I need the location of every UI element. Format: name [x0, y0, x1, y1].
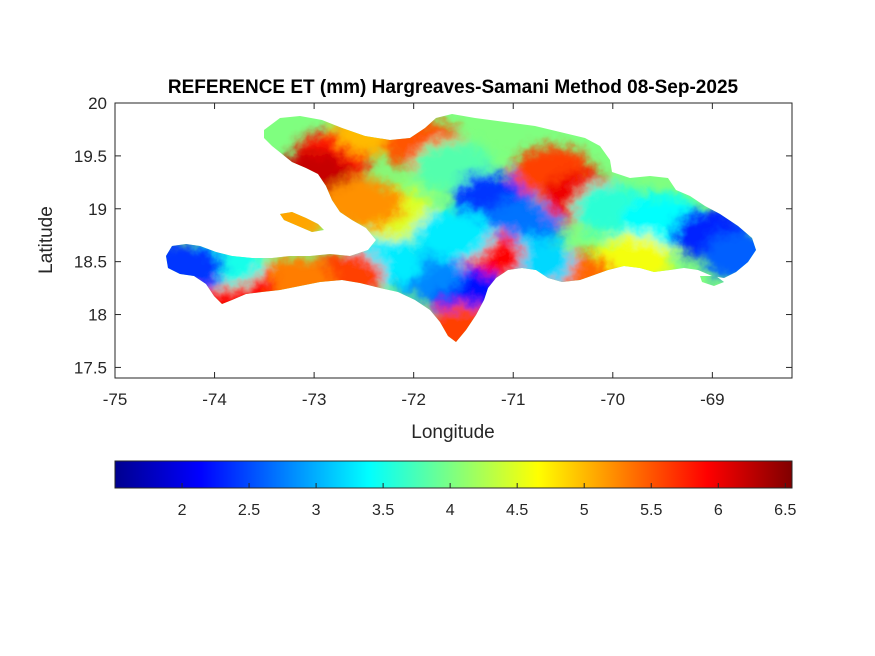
colorbar-tick-label: 4.5	[506, 502, 528, 519]
colorbar-tick-label: 6	[714, 502, 723, 519]
y-axis-label: Latitude	[36, 206, 57, 274]
colorbar-tick-label: 2.5	[238, 502, 260, 519]
x-tick-label: -72	[401, 390, 426, 409]
et-region-29	[413, 209, 494, 262]
x-tick-label: -70	[601, 390, 626, 409]
colorbar-tick-label: 5	[580, 502, 589, 519]
y-tick-label: 19.5	[74, 147, 107, 166]
y-tick-label: 18.5	[74, 253, 107, 272]
colorbar-tick-label: 3.5	[372, 502, 394, 519]
y-tick-label: 19	[88, 200, 107, 219]
colorbar-ticks: 2 2.5 3 3.5 4 4.5 5 5.5 6 6.5	[178, 483, 797, 519]
x-tick-label: -69	[700, 390, 725, 409]
et-region-12	[702, 230, 756, 283]
y-tick-label: 20	[88, 94, 107, 113]
x-axis-label: Longitude	[411, 422, 494, 443]
colorbar-tick-label: 4	[446, 502, 455, 519]
x-tick-label: -74	[202, 390, 227, 409]
y-axis-ticks: 17.5 18 18.5 19 19.5 20	[74, 94, 792, 377]
x-tick-label: -73	[302, 390, 327, 409]
colorbar-tick-label: 3	[312, 502, 321, 519]
y-tick-label: 17.5	[74, 358, 107, 377]
x-tick-label: -71	[501, 390, 526, 409]
chart-title: REFERENCE ET (mm) Hargreaves-Samani Meth…	[168, 77, 739, 98]
colorbar-tick-label: 6.5	[774, 502, 796, 519]
colorbar-tick-label: 5.5	[640, 502, 662, 519]
et-region-25	[166, 240, 225, 293]
y-tick-label: 18	[88, 306, 107, 325]
x-axis-ticks: -75 -74 -73 -72 -71 -70 -69	[103, 103, 725, 409]
x-tick-label: -75	[103, 390, 128, 409]
colorbar	[114, 460, 793, 489]
colorbar-tick-label: 2	[178, 502, 187, 519]
